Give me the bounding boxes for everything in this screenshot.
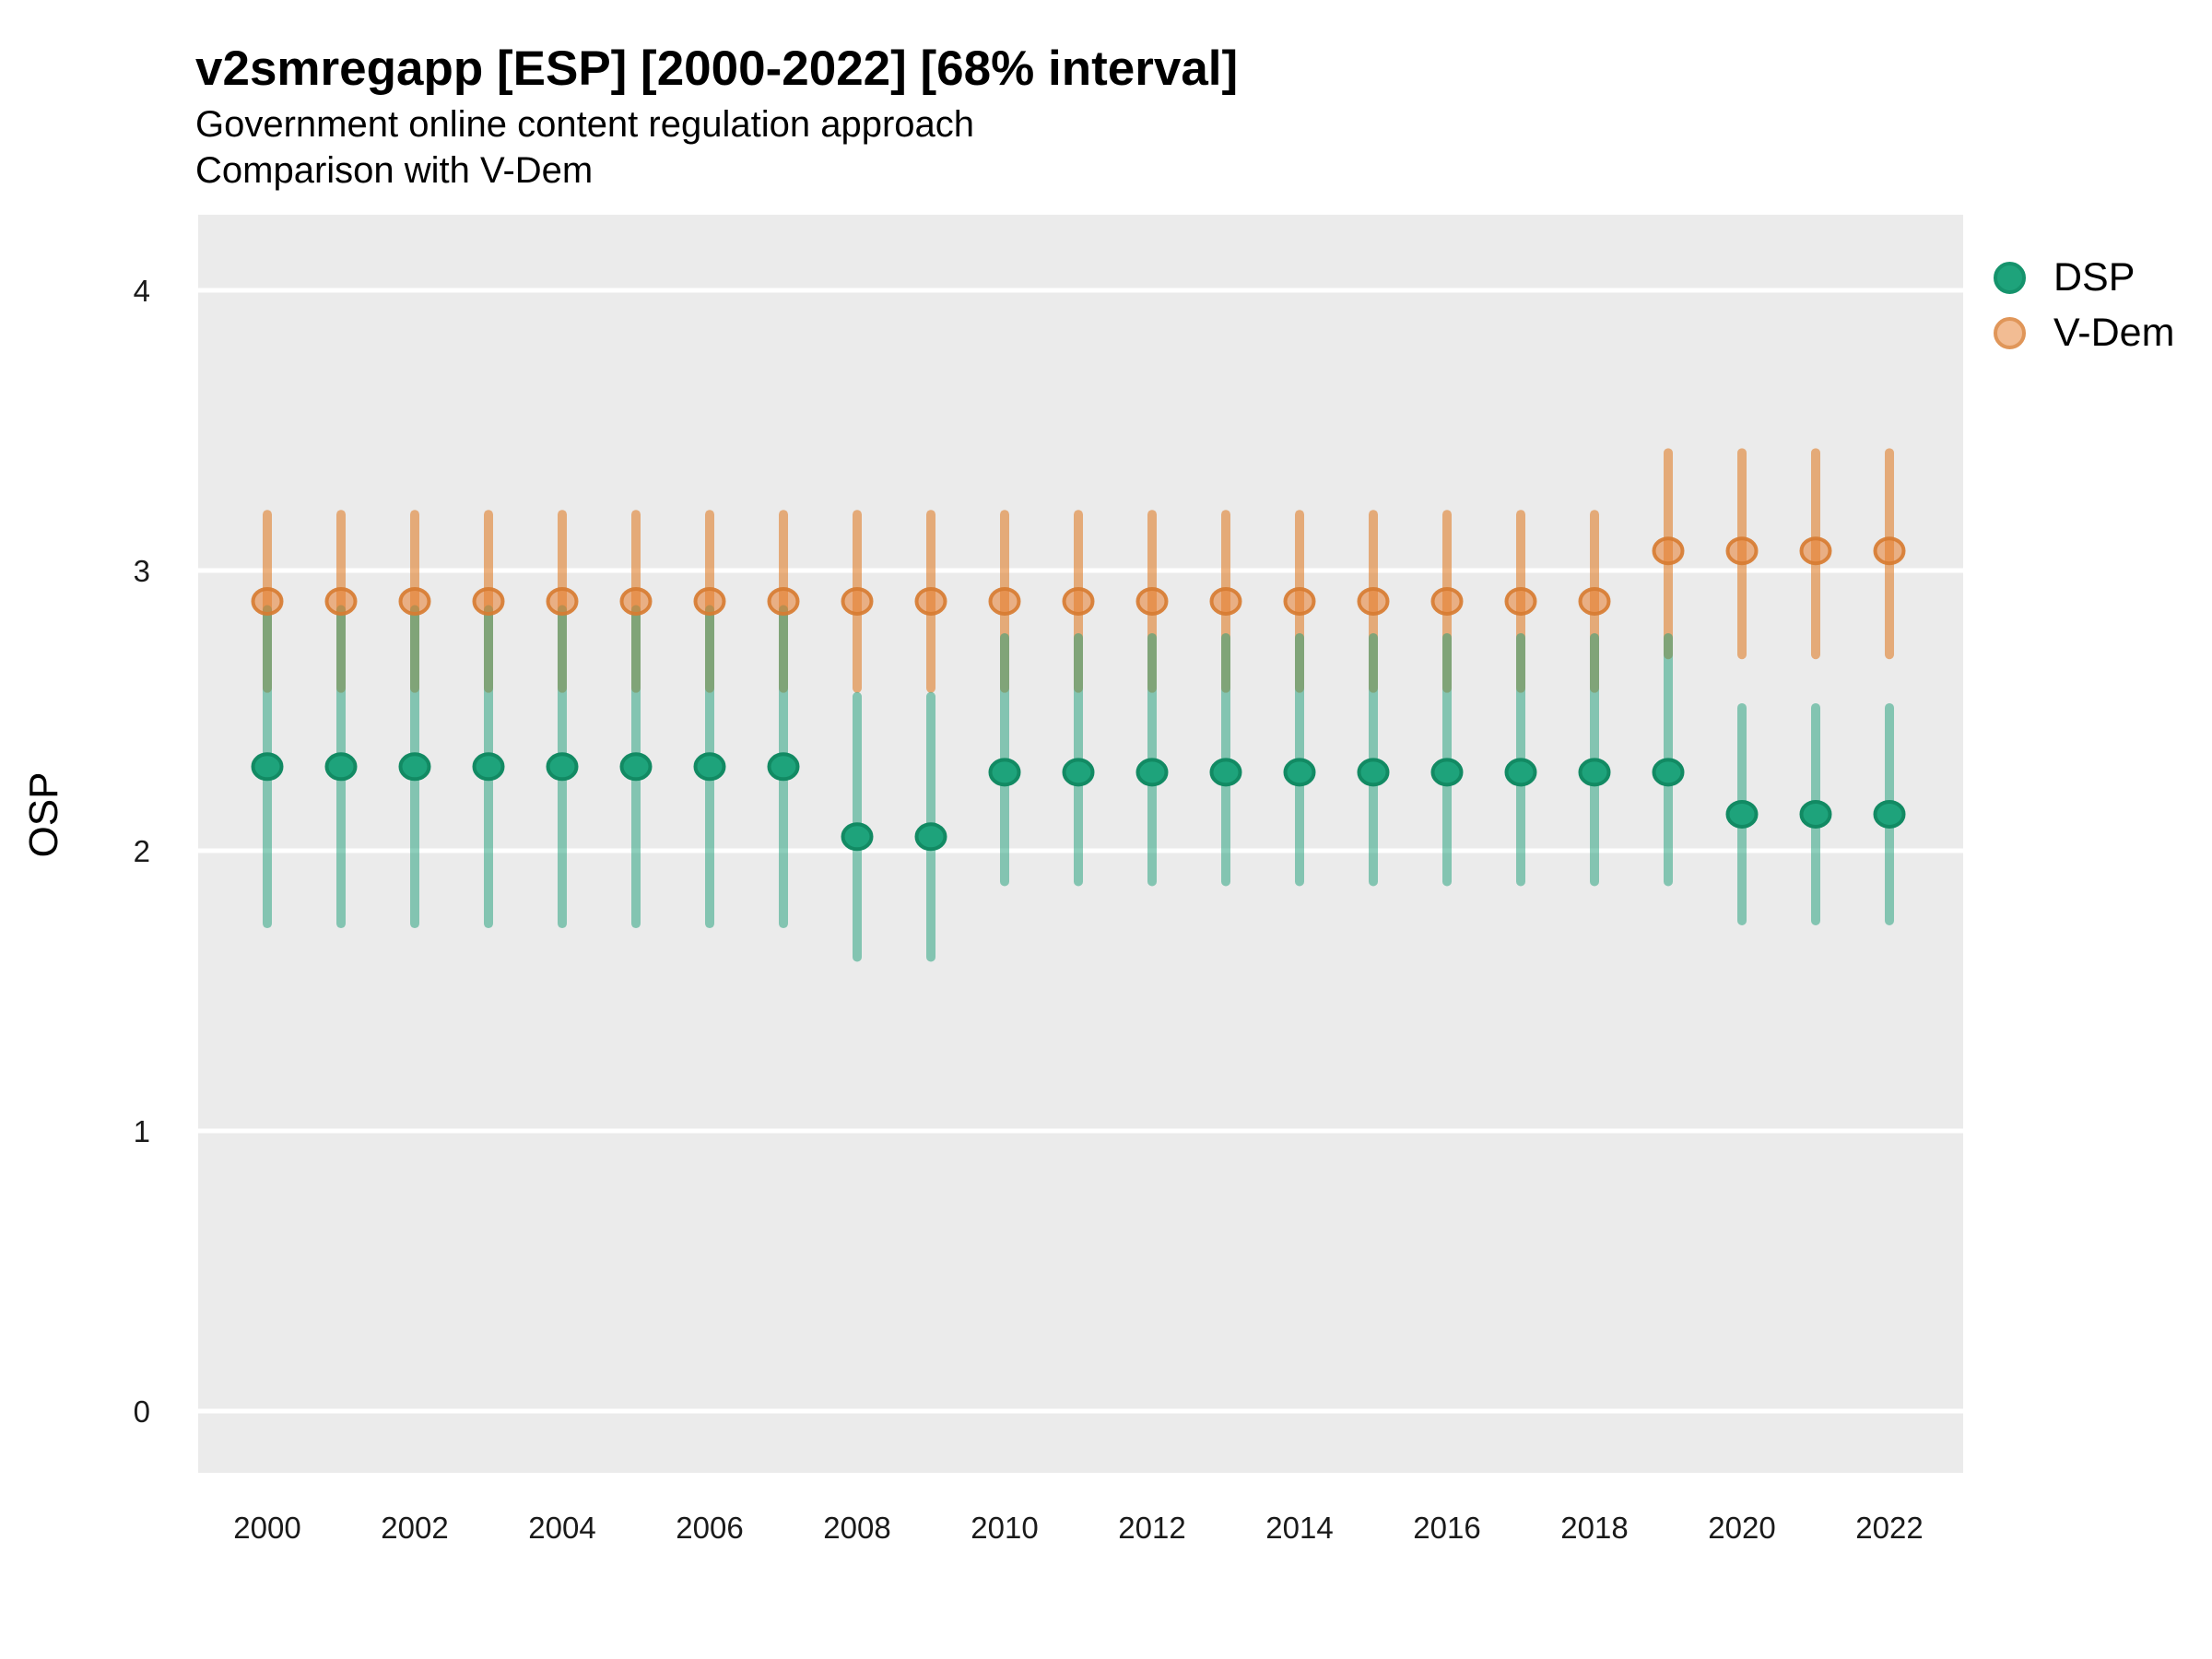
y-tick-label-3: 3	[134, 554, 150, 588]
x-tick-label-2000: 2000	[233, 1511, 300, 1545]
x-tick-label-2020: 2020	[1708, 1511, 1775, 1545]
vdem-point-2015	[1357, 586, 1390, 616]
x-tick-label-2012: 2012	[1118, 1511, 1185, 1545]
vdem-point-2017	[1504, 586, 1537, 616]
series-layer	[251, 448, 1906, 962]
vdem-point-2007	[767, 586, 800, 616]
chart-title: v2smregapp [ESP] [2000-2022] [68% interv…	[195, 41, 1239, 96]
vdem-point-2011	[1062, 586, 1095, 616]
dsp-point-2004	[546, 752, 579, 782]
dsp-point-2016	[1430, 758, 1464, 787]
vdem-point-2013	[1209, 586, 1242, 616]
vdem-point-2002	[398, 586, 431, 616]
dsp-point-2012	[1135, 758, 1169, 787]
legend-item-dsp: DSP	[1994, 250, 2174, 305]
vdem-point-2010	[988, 586, 1021, 616]
vdem-point-2020	[1725, 536, 1759, 566]
dsp-point-2011	[1062, 758, 1095, 787]
dsp-point-2010	[988, 758, 1021, 787]
y-tick-label-4: 4	[134, 274, 150, 308]
vdem-point-2012	[1135, 586, 1169, 616]
vdem-point-2021	[1799, 536, 1832, 566]
x-tick-label-2010: 2010	[971, 1511, 1038, 1545]
dsp-point-2000	[251, 752, 284, 782]
dsp-point-2022	[1873, 799, 1906, 829]
x-tick-label-2018: 2018	[1560, 1511, 1628, 1545]
dsp-point-icon	[1994, 261, 2026, 294]
dsp-point-2017	[1504, 758, 1537, 787]
dsp-point-2003	[472, 752, 505, 782]
x-tick-label-2014: 2014	[1265, 1511, 1333, 1545]
x-tick-label-2008: 2008	[823, 1511, 890, 1545]
vdem-point-2005	[619, 586, 653, 616]
vdem-point-2000	[251, 586, 284, 616]
dsp-point-2006	[693, 752, 726, 782]
dsp-point-2013	[1209, 758, 1242, 787]
dsp-point-2002	[398, 752, 431, 782]
x-tick-label-2022: 2022	[1855, 1511, 1923, 1545]
chart-subtitle-line1: Government online content regulation app…	[195, 104, 974, 145]
dsp-point-2009	[914, 822, 947, 852]
y-axis-tick-labels: 0 1 2 3 4	[134, 274, 150, 1429]
legend-label-dsp: DSP	[2053, 254, 2136, 300]
y-tick-label-2: 2	[134, 834, 150, 868]
vdem-point-2022	[1873, 536, 1906, 566]
legend-label-vdem: V-Dem	[2053, 310, 2175, 355]
dsp-point-2001	[324, 752, 358, 782]
vdem-point-icon	[1994, 316, 2026, 349]
dsp-point-2008	[841, 822, 874, 852]
x-tick-label-2016: 2016	[1413, 1511, 1480, 1545]
vdem-point-2019	[1652, 536, 1685, 566]
y-tick-label-1: 1	[134, 1114, 150, 1148]
vdem-point-2018	[1578, 586, 1611, 616]
chart-subtitle-line2: Comparison with V-Dem	[195, 150, 594, 191]
vdem-point-2016	[1430, 586, 1464, 616]
dsp-point-2019	[1652, 758, 1685, 787]
legend: DSP V-Dem	[1994, 250, 2174, 360]
dsp-point-2005	[619, 752, 653, 782]
y-tick-label-0: 0	[134, 1394, 150, 1429]
vdem-point-2003	[472, 586, 505, 616]
vdem-point-2009	[914, 586, 947, 616]
dsp-point-2021	[1799, 799, 1832, 829]
vdem-point-2006	[693, 586, 726, 616]
x-tick-label-2004: 2004	[528, 1511, 595, 1545]
vdem-point-2001	[324, 586, 358, 616]
dsp-point-2020	[1725, 799, 1759, 829]
vdem-point-2004	[546, 586, 579, 616]
x-tick-label-2006: 2006	[676, 1511, 743, 1545]
x-axis-tick-labels: 2000 2002 2004 2006 2008 2010 2012 2014 2016 2018…	[233, 1511, 1923, 1545]
dsp-point-2015	[1357, 758, 1390, 787]
dsp-point-2007	[767, 752, 800, 782]
dsp-point-2014	[1283, 758, 1316, 787]
x-tick-label-2002: 2002	[381, 1511, 448, 1545]
dsp-point-2018	[1578, 758, 1611, 787]
vdem-point-2008	[841, 586, 874, 616]
legend-item-vdem: V-Dem	[1994, 305, 2174, 360]
vdem-point-2014	[1283, 586, 1316, 616]
